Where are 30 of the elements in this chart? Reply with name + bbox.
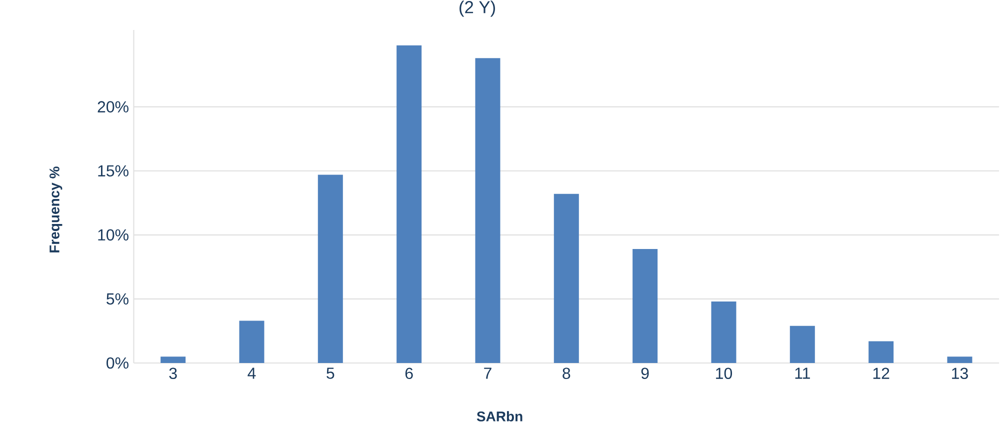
bar — [475, 58, 500, 363]
x-tick-label: 12 — [873, 368, 890, 379]
bar — [239, 320, 264, 363]
x-tick-label: 9 — [641, 368, 649, 380]
x-tick-label: 7 — [484, 368, 492, 379]
y-tick-label: 0% — [106, 357, 128, 369]
x-tick-label: 13 — [952, 368, 968, 380]
bar — [868, 341, 894, 363]
chart-title: (2 Y) — [460, 0, 495, 17]
y-tick-label: 20% — [98, 101, 128, 112]
y-tick-label: 15% — [98, 165, 128, 176]
x-tick-label: 8 — [562, 368, 570, 380]
y-tick-label: 5% — [106, 293, 128, 305]
x-axis-title: SARbn — [476, 411, 522, 422]
bar — [711, 302, 736, 363]
bar — [396, 45, 422, 363]
x-tick-label: 4 — [248, 368, 256, 379]
x-tick-label: 5 — [326, 368, 334, 379]
bar — [790, 326, 815, 363]
y-tick-label: 10% — [98, 229, 128, 241]
bar — [947, 356, 972, 363]
bar — [632, 249, 658, 363]
bar — [318, 174, 343, 363]
x-tick-label: 10 — [716, 368, 732, 380]
bar — [160, 356, 186, 363]
x-tick-label: 11 — [795, 368, 810, 379]
bar — [554, 194, 579, 363]
y-axis-title: Frequency % — [50, 166, 62, 252]
x-tick-label: 3 — [169, 368, 177, 380]
x-tick-label: 6 — [405, 368, 413, 380]
